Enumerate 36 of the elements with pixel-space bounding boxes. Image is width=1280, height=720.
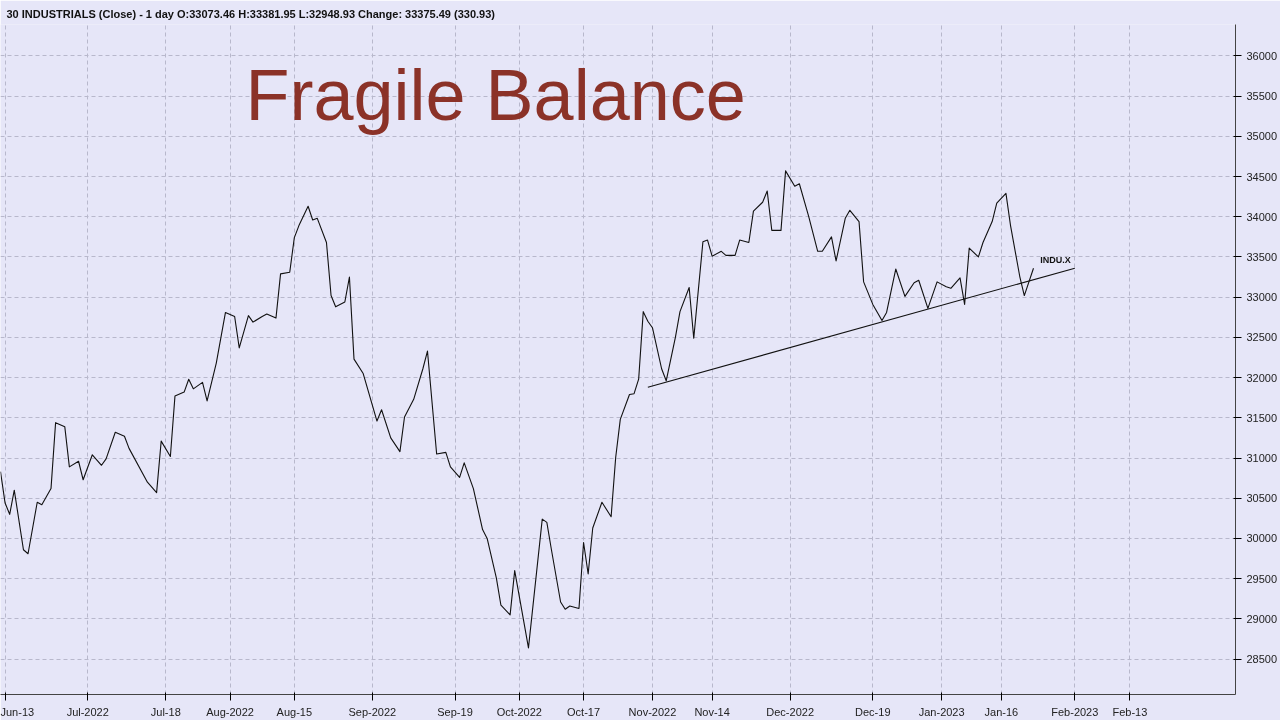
y-tick-label: 31500: [1246, 411, 1278, 424]
x-tick-label: Sep-19: [437, 705, 473, 718]
annotation: INDU.X: [1040, 255, 1071, 266]
y-tick-label: 31000: [1246, 452, 1278, 465]
x-tick-label: Dec-2022: [766, 705, 815, 718]
y-tick-label: 29500: [1246, 572, 1278, 585]
x-tick-label: Dec-19: [855, 705, 891, 718]
x-tick-label: Feb-13: [1112, 705, 1148, 718]
y-tick-label: 29000: [1246, 612, 1278, 625]
chart-subtitle: 30 INDUSTRIALS (Close) - 1 day O:33073.46 H:33381.95 L:32948.93 Change: 33375.49 (330.93): [6, 7, 496, 20]
x-tick-label: Aug-15: [276, 705, 313, 718]
y-tick-label: 34500: [1246, 170, 1278, 183]
y-tick-label: 35500: [1246, 90, 1278, 103]
y-tick-label: 28500: [1246, 653, 1278, 666]
x-tick-label: Jul-2022: [66, 705, 109, 718]
x-tick-label: Jan-2023: [918, 705, 965, 718]
y-tick-label: 33500: [1246, 250, 1278, 263]
x-tick-label: Jan-16: [984, 705, 1019, 718]
y-tick-label: 32000: [1246, 371, 1278, 384]
x-tick-label: Nov-14: [694, 705, 730, 718]
x-tick-label: Nov-2022: [628, 705, 677, 718]
chart-title: Fragile Balance: [245, 54, 746, 135]
y-tick-label: 35000: [1246, 130, 1278, 143]
y-tick-label: 36000: [1246, 49, 1278, 62]
x-tick-label: Feb-2023: [1051, 705, 1099, 718]
y-tick-label: 34000: [1246, 210, 1278, 223]
y-tick-label: 32500: [1246, 331, 1278, 344]
x-tick-label: Oct-2022: [496, 705, 542, 718]
x-tick-label: Sep-2022: [348, 705, 397, 718]
x-tick-label: Oct-17: [567, 705, 601, 718]
y-tick-label: 30000: [1246, 532, 1278, 545]
x-tick-label: Jun-13: [0, 705, 35, 718]
y-tick-label: 33000: [1246, 291, 1278, 304]
y-tick-label: 30500: [1246, 492, 1278, 505]
x-tick-label: Jul-18: [150, 705, 181, 718]
x-tick-label: Aug-2022: [206, 705, 254, 718]
